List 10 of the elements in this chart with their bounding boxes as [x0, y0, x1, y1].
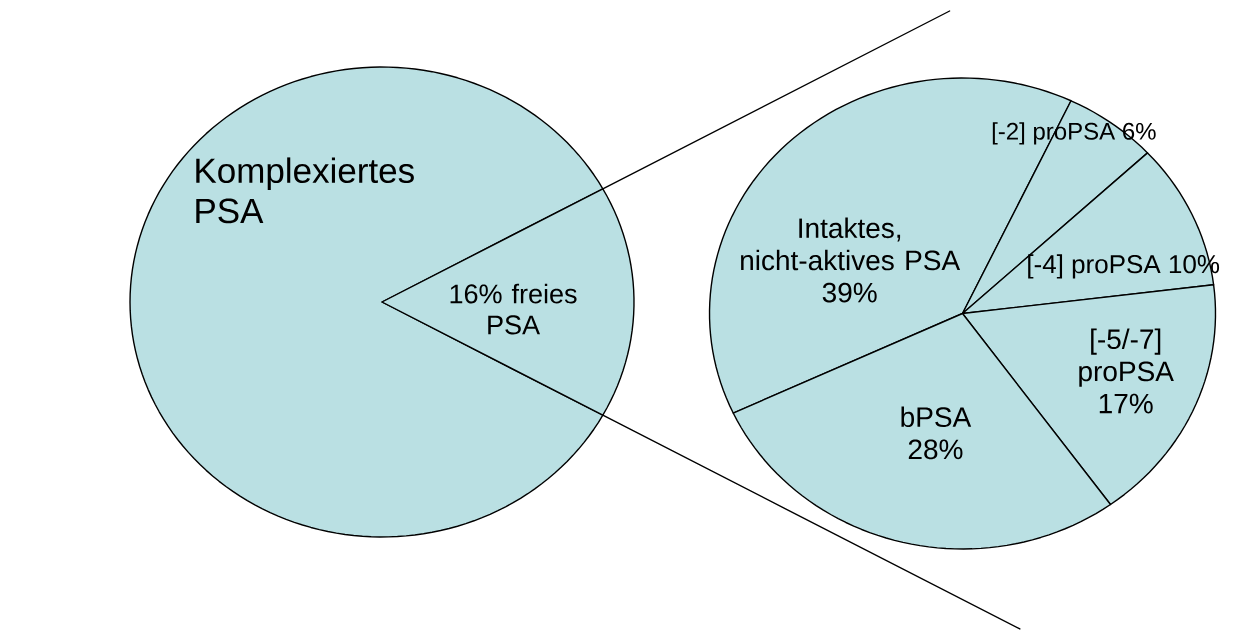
- slice-label: [-4] proPSA: [1028, 254, 1161, 279]
- slice-label: bPSA: [901, 406, 972, 428]
- slice-label: Komplexiertes PSA: [196, 157, 414, 224]
- data-label: 28%: [908, 439, 963, 460]
- data-label: 17%: [1099, 393, 1153, 414]
- slice-label: Intaktes, nicht-aktives PSA: [741, 217, 961, 271]
- slice-label: [-5/-7] proPSA: [1079, 328, 1174, 387]
- data-label: 39%: [822, 282, 877, 303]
- data-label: 6%: [1123, 122, 1156, 140]
- slice-label: 16% freies PSA: [450, 283, 577, 335]
